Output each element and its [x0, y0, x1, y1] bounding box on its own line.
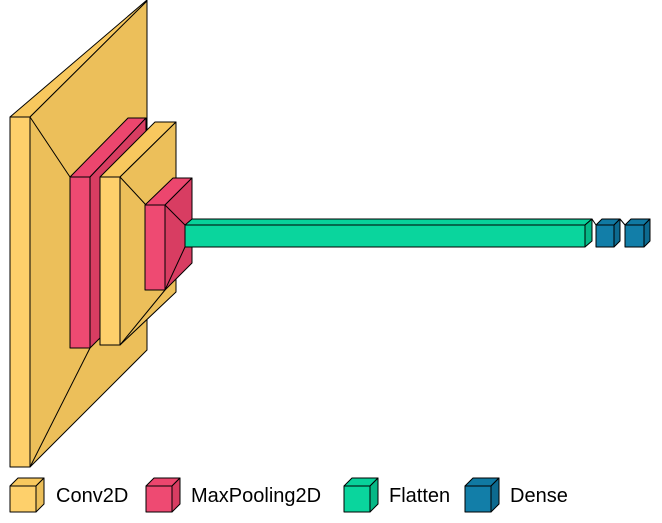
legend-label-flatten: Flatten: [389, 485, 450, 507]
legend-label-maxpooling2d: MaxPooling2D: [191, 485, 321, 507]
legend-item-conv2d: Conv2D: [9, 477, 128, 513]
legend-item-flatten: Flatten: [343, 477, 450, 513]
layer-maxpooling2d-2-guide-bottom: [164, 246, 186, 291]
layer-dense-2: [619, 218, 651, 248]
layer-dense-1: [591, 218, 621, 248]
legend: Conv2D MaxPooling2D Flatten: [9, 477, 568, 513]
layer-dense-1-front: [595, 224, 615, 248]
layer-conv2d-2-guide-bottom: [119, 289, 166, 346]
legend-item-dense: Dense: [464, 477, 568, 513]
layer-dense-2-guide: [619, 218, 626, 226]
layer-conv2d-1-guide-bottom: [29, 347, 91, 468]
layer-conv2d-2-front: [99, 176, 121, 346]
layer-dense-2-front: [624, 224, 645, 248]
legend-label-conv2d: Conv2D: [56, 485, 128, 507]
cube-icon: [343, 477, 379, 513]
layer-maxpooling2d-2: [144, 177, 193, 291]
layer-dense-2-side: [643, 218, 651, 248]
layer-maxpooling2d-1-front: [69, 176, 91, 349]
layer-flatten-front: [184, 224, 586, 248]
cube-icon: [9, 477, 45, 513]
layer-conv2d-2-guide-top: [119, 176, 147, 206]
layer-flatten-side: [584, 218, 593, 248]
layer-flatten-top: [184, 218, 593, 226]
layer-dense-1-side: [613, 218, 621, 248]
layer-conv2d-1-front: [9, 116, 31, 468]
layer-maxpooling2d-2-guide-top: [164, 204, 186, 226]
layer-dense-1-guide: [591, 218, 597, 226]
layer-flatten: [184, 218, 593, 248]
layer-conv2d-1-guide-top: [29, 116, 71, 178]
legend-label-dense: Dense: [510, 485, 568, 507]
cube-icon: [464, 477, 500, 513]
cube-icon: [145, 477, 181, 513]
layer-maxpooling2d-2-front: [144, 204, 166, 291]
legend-item-maxpooling2d: MaxPooling2D: [145, 477, 321, 513]
